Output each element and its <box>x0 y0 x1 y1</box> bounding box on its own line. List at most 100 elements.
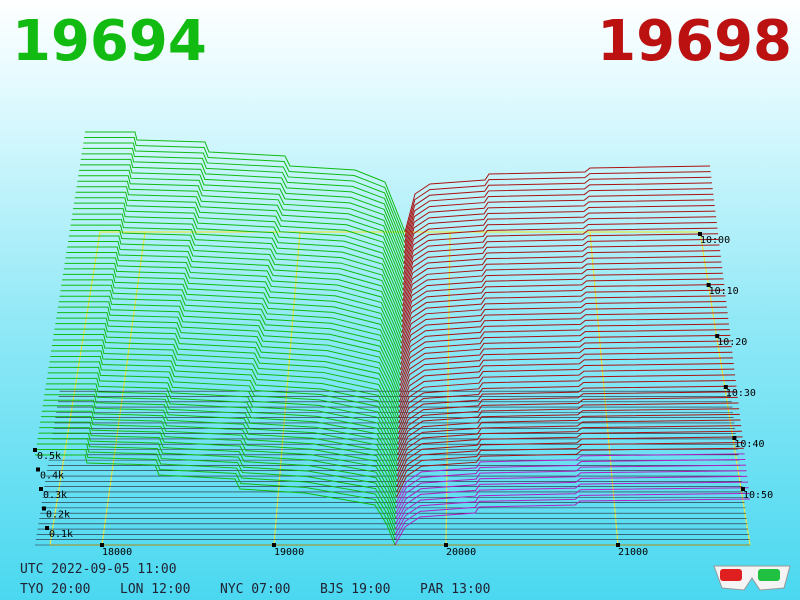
ask-layer <box>399 329 730 387</box>
bid-layer <box>82 147 405 249</box>
bid-layer <box>46 383 398 477</box>
ask-layer <box>396 442 744 493</box>
bid-layer <box>70 224 403 323</box>
time-label: 10:00 <box>700 235 730 246</box>
clock: TYO 20:00 <box>20 582 90 597</box>
bid-layer <box>55 323 400 418</box>
ask-layer <box>402 227 718 291</box>
depth-label: 0.5k <box>37 451 61 462</box>
bid-layer <box>40 416 397 509</box>
ask-layer <box>401 250 721 312</box>
bid-layer <box>49 361 399 455</box>
ask-layer <box>404 171 711 238</box>
price-label: 18000 <box>102 547 132 558</box>
ask-layer <box>396 419 741 471</box>
depth-label: 0.4k <box>40 471 64 482</box>
ask-layer <box>396 425 742 477</box>
ask-layer <box>400 312 728 371</box>
bid-layer <box>42 405 397 498</box>
time-label: 10:40 <box>734 439 764 450</box>
bid-layer <box>35 454 396 546</box>
clock: LON 12:00 <box>120 582 190 597</box>
time-label: 10:30 <box>726 388 756 399</box>
ask-layer <box>398 374 736 429</box>
ask-layer <box>401 261 722 323</box>
bid-layer <box>63 268 402 365</box>
tick-dot <box>42 506 46 511</box>
tick-dot <box>616 543 620 547</box>
clock: NYC 07:00 <box>220 582 290 597</box>
ask-layer <box>400 284 725 344</box>
ask-layer <box>404 176 712 243</box>
tick-dot <box>272 543 276 547</box>
ask-layer <box>398 368 735 424</box>
bid-layer <box>56 317 400 413</box>
bid-layer <box>73 208 404 307</box>
bid-layer <box>48 366 399 461</box>
tick-dot <box>39 487 43 491</box>
ask-layer <box>396 436 743 487</box>
ask-layer <box>399 323 729 381</box>
bid-layer <box>83 142 406 243</box>
ask-layer <box>403 205 715 270</box>
ask-layer <box>401 278 724 339</box>
ask-layer <box>402 233 719 296</box>
ask-layer <box>397 413 740 466</box>
bid-layer <box>74 197 404 296</box>
ask-layer <box>395 481 748 530</box>
tick-dot <box>698 232 702 236</box>
ask-layer <box>397 402 739 456</box>
bid-layer <box>80 158 405 259</box>
bid-layer <box>78 175 405 275</box>
ask-layer <box>403 188 713 254</box>
depth-label: 0.2k <box>46 510 70 521</box>
price-label: 21000 <box>618 547 648 558</box>
ask-layer <box>399 346 732 402</box>
ask-layer <box>400 306 727 365</box>
bid-layer <box>35 449 396 540</box>
tick-dot <box>741 487 745 491</box>
bid-price: 19694 <box>12 9 207 74</box>
time-label: 10:20 <box>717 337 747 348</box>
bid-layer <box>76 186 404 286</box>
bid-layer <box>36 443 396 535</box>
bid-layer <box>51 350 399 445</box>
tick-dot <box>33 448 37 452</box>
ask-layer <box>402 244 720 307</box>
ask-layer <box>401 255 721 318</box>
tick-dot <box>100 543 104 547</box>
bid-layer <box>71 219 403 318</box>
ask-layer <box>395 453 745 503</box>
bid-layer <box>85 131 406 233</box>
tick-dot <box>706 283 711 287</box>
tick-dot <box>723 385 728 389</box>
tick-dot <box>45 526 49 530</box>
bid-layer <box>43 399 398 493</box>
ask-layer <box>395 464 746 514</box>
ask-layer <box>400 289 725 349</box>
ask-layer <box>402 221 717 286</box>
depth-layers <box>35 131 751 546</box>
utc-time: UTC 2022-09-05 11:00 <box>20 562 177 577</box>
ask-price: 19698 <box>597 9 792 74</box>
bid-layer <box>79 169 405 270</box>
bid-layer <box>75 191 404 291</box>
bid-layer <box>57 306 401 402</box>
ask-layer <box>394 498 751 546</box>
ask-layer <box>399 334 731 392</box>
price-label: 19000 <box>274 547 304 558</box>
ask-layer <box>398 379 736 434</box>
ask-layer <box>397 391 738 445</box>
ask-layer <box>394 492 750 540</box>
bid-layer <box>62 273 402 371</box>
bid-layer <box>40 421 397 514</box>
ask-layer <box>402 238 719 302</box>
ask-layer <box>397 385 737 440</box>
tick-dot <box>715 334 720 338</box>
ask-layer <box>403 210 716 275</box>
ask-layer <box>397 408 740 461</box>
bid-layer <box>45 388 398 482</box>
bid-layer <box>52 339 400 434</box>
